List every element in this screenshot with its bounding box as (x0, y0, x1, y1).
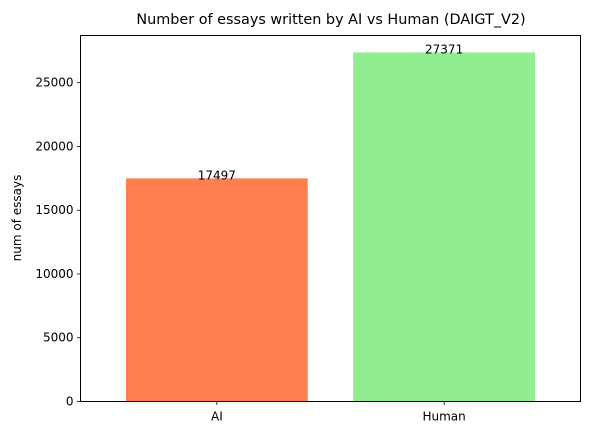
y-tick-label-5000: 5000 (43, 331, 74, 345)
y-axis: 0 5000 10000 15000 20000 25000 (35, 76, 81, 409)
y-tick-label-20000: 20000 (35, 139, 73, 153)
bar-ai (125, 178, 308, 402)
x-tick-label-ai: AI (211, 410, 223, 424)
y-axis-label: num of essays (10, 175, 24, 262)
x-tick-label-human: Human (422, 410, 465, 424)
y-tick-label-25000: 25000 (35, 76, 73, 90)
y-tick-label-15000: 15000 (35, 203, 73, 217)
chart-title: Number of essays written by AI vs Human … (136, 12, 525, 28)
bars-layer (125, 52, 536, 402)
bar-human (353, 52, 536, 402)
data-labels-layer: 17497 27371 (198, 42, 463, 182)
x-axis: AI Human (211, 401, 466, 424)
data-label-human: 27371 (425, 42, 463, 56)
y-tick-label-0: 0 (66, 395, 74, 409)
data-label-ai: 17497 (198, 168, 236, 182)
y-tick-label-10000: 10000 (35, 267, 73, 281)
plot-frame (80, 35, 581, 402)
